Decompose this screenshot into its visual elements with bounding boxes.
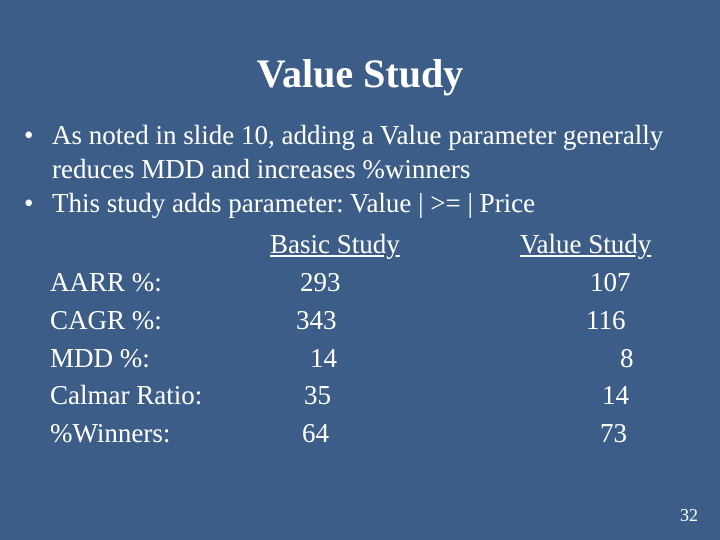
header-basic: Basic Study [260, 226, 490, 264]
header-value: Value Study [490, 226, 700, 264]
bullet-text: As noted in slide 10, adding a Value par… [52, 119, 700, 187]
table-row: AARR %: 293 107 [20, 264, 700, 302]
table-header-row: Basic Study Value Study [20, 226, 700, 264]
row-value: 14 [524, 377, 700, 415]
table-row: MDD %: 14 8 [20, 340, 700, 378]
bullet-dot-icon: • [20, 187, 52, 221]
bullet-dot-icon: • [20, 119, 52, 153]
row-label: %Winners: [20, 415, 260, 453]
slide-title: Value Study [20, 50, 700, 97]
row-label: Calmar Ratio: [20, 377, 260, 415]
bullet-list: • As noted in slide 10, adding a Value p… [20, 119, 700, 220]
row-value: 73 [522, 415, 700, 453]
row-value: 8 [530, 340, 700, 378]
row-basic: 343 [260, 302, 516, 340]
row-basic: 64 [260, 415, 522, 453]
bullet-item: • As noted in slide 10, adding a Value p… [20, 119, 700, 187]
row-basic: 293 [260, 264, 520, 302]
row-label: CAGR %: [20, 302, 260, 340]
bullet-text: This study adds parameter: Value | >= | … [52, 187, 700, 221]
table-row: CAGR %: 343 116 [20, 302, 700, 340]
row-label: MDD %: [20, 340, 260, 378]
row-basic: 14 [260, 340, 530, 378]
bullet-item: • This study adds parameter: Value | >= … [20, 187, 700, 221]
row-basic: 35 [260, 377, 524, 415]
slide: Value Study • As noted in slide 10, addi… [0, 0, 720, 540]
table-row: Calmar Ratio: 35 14 [20, 377, 700, 415]
page-number: 32 [680, 505, 698, 526]
row-value: 116 [516, 302, 700, 340]
row-value: 107 [520, 264, 700, 302]
header-blank [20, 226, 260, 264]
comparison-table: Basic Study Value Study AARR %: 293 107 … [20, 226, 700, 453]
table-row: %Winners: 64 73 [20, 415, 700, 453]
row-label: AARR %: [20, 264, 260, 302]
